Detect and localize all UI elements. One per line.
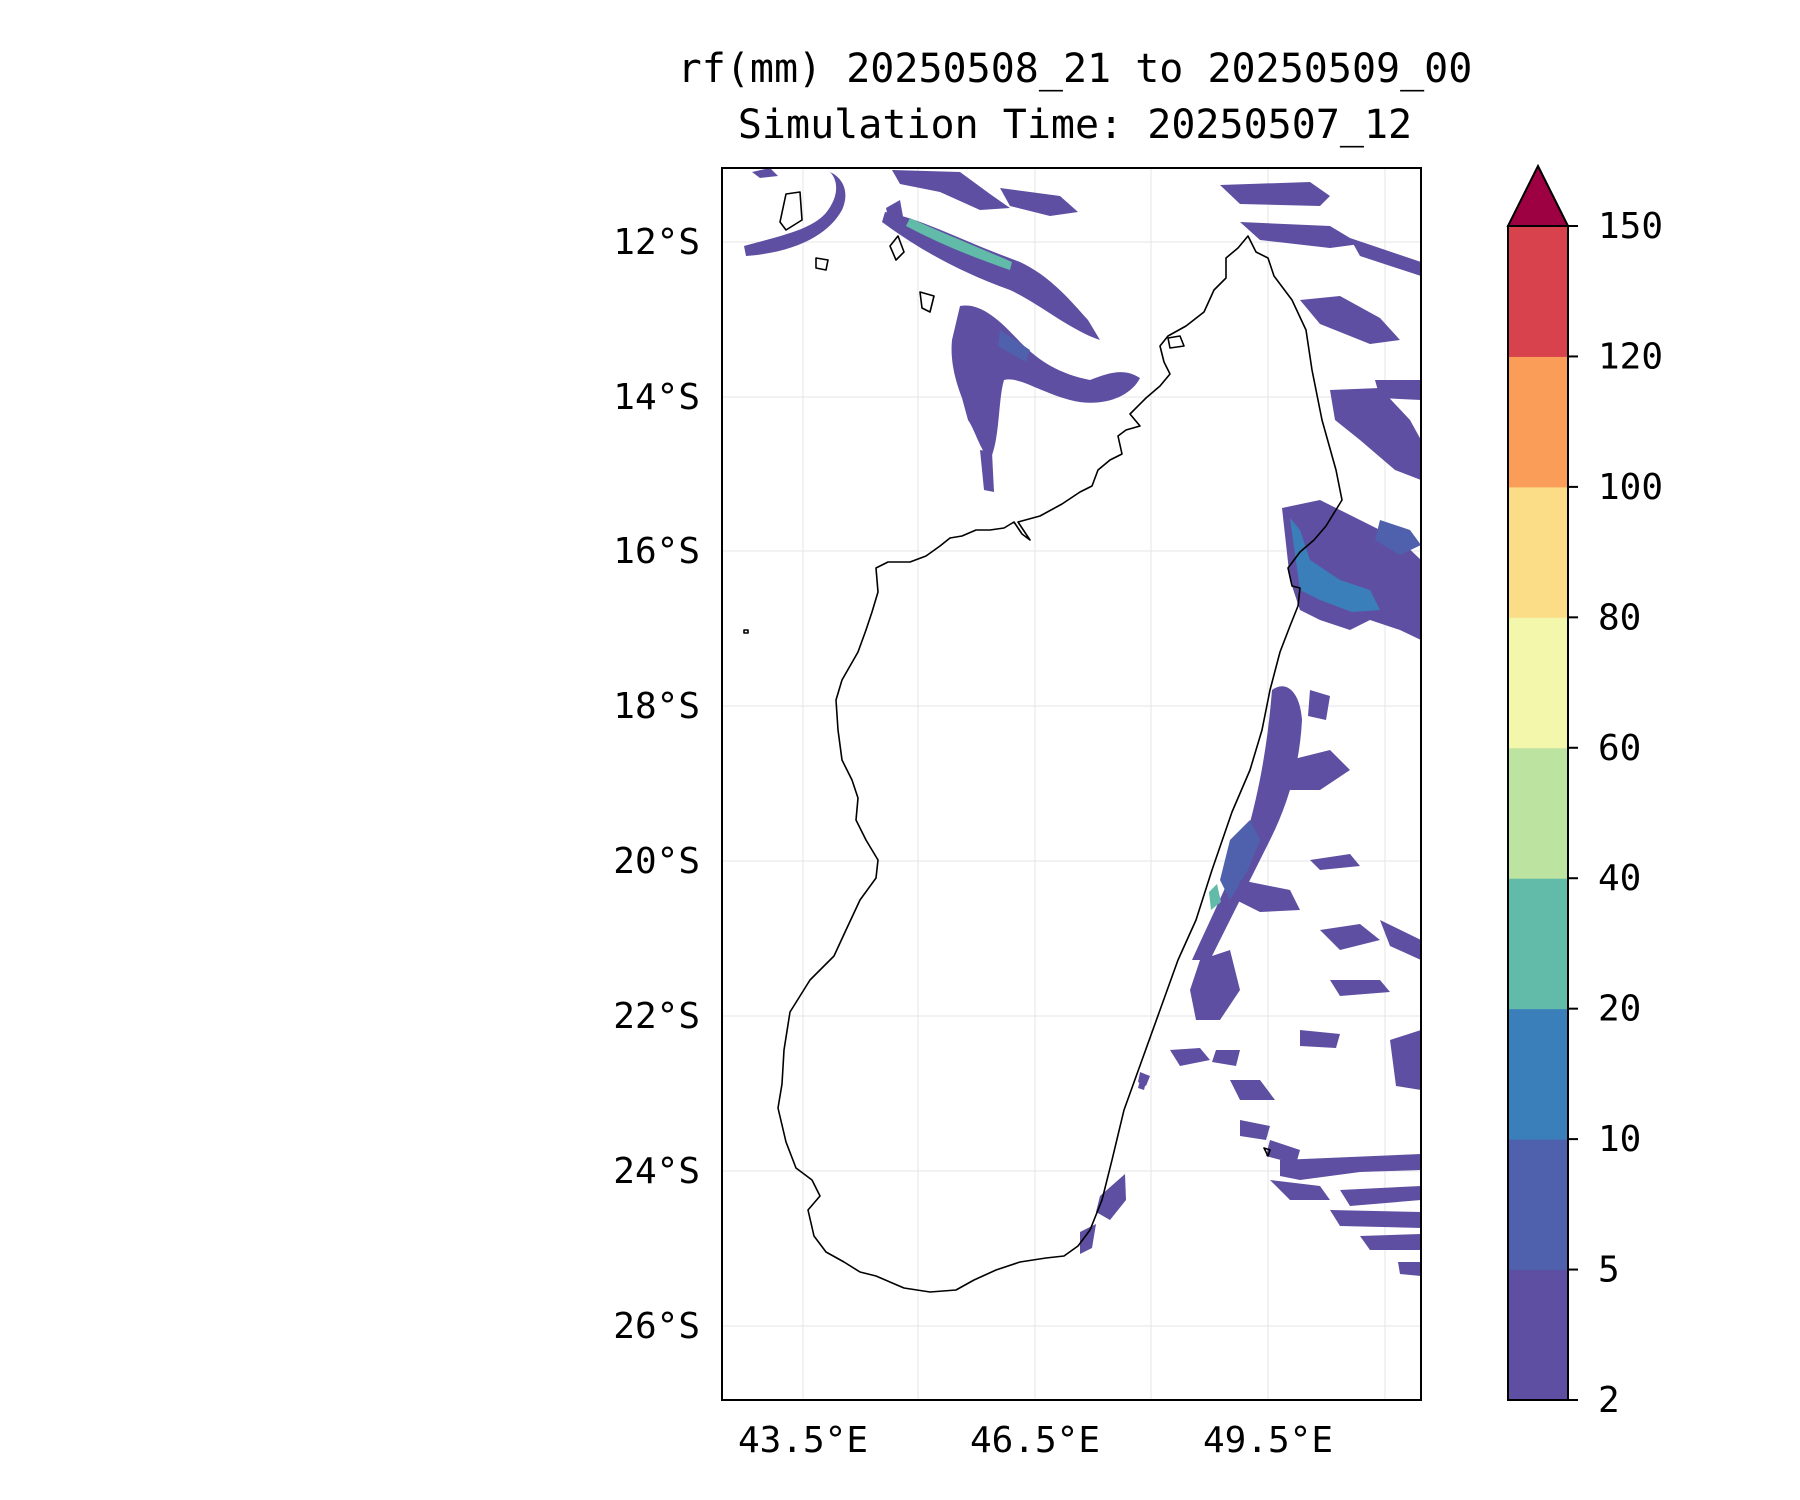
- rain-patch: [1330, 980, 1390, 996]
- rain-patch: [1380, 920, 1421, 960]
- lat-tick-label: 20°S: [613, 841, 700, 882]
- map-frame: [721, 167, 1422, 1401]
- colorbar-bin: [1508, 356, 1568, 488]
- colorbar-tick-label: 2: [1598, 1380, 1620, 1421]
- rain-patch-heavy: [1290, 518, 1380, 612]
- madagascar-coastline: [777, 235, 1343, 1293]
- island-coastline: [1263, 1147, 1271, 1157]
- lat-tick-label: 22°S: [613, 996, 700, 1037]
- rain-patch: [1310, 854, 1360, 870]
- mayotte-coastline: [889, 235, 905, 261]
- colorbar-bin: [1508, 1269, 1568, 1401]
- rain-patch: [1096, 1174, 1126, 1220]
- colorbar-tick-label: 20: [1598, 989, 1641, 1030]
- rain-patch: [1220, 182, 1330, 206]
- rain-patch: [998, 330, 1030, 362]
- island-coastline: [919, 291, 935, 313]
- rain-patch: [1192, 686, 1302, 960]
- lat-tick-label: 26°S: [613, 1306, 700, 1347]
- map-title-line1: rf(mm) 20250508_21 to 20250509_00: [678, 46, 1473, 92]
- rain-patch: [1300, 1030, 1340, 1048]
- colorbar-bin: [1508, 747, 1568, 879]
- rain-patch: [1266, 1140, 1300, 1164]
- rain-patch: [1398, 1262, 1421, 1276]
- rain-patch: [752, 168, 778, 178]
- colorbar-tick-label: 40: [1598, 858, 1641, 899]
- colorbar-bin: [1508, 1008, 1568, 1140]
- coastlines: [743, 191, 1343, 1293]
- comoros-coastline: [815, 257, 829, 271]
- colorbar-tick-label: 100: [1598, 467, 1663, 508]
- rain-patch: [980, 450, 994, 492]
- rain-patch: [1300, 296, 1400, 344]
- rain-patch: [1350, 238, 1421, 276]
- comoros-coastline: [779, 191, 803, 231]
- rain-patch: [744, 172, 846, 256]
- rain-patch: [1290, 750, 1350, 790]
- rain-patch: [1212, 1050, 1240, 1066]
- rain-patch: [1080, 1224, 1096, 1254]
- colorbar-frame: [1507, 225, 1569, 1401]
- rain-patch: [1330, 388, 1421, 480]
- colorbar-bin: [1508, 486, 1568, 618]
- rain-patch-heavy: [1220, 820, 1260, 900]
- lat-tick-label: 12°S: [613, 222, 700, 263]
- map-title-line2: Simulation Time: 20250507_12: [738, 102, 1412, 148]
- colorbar-tick-label: 60: [1598, 728, 1641, 769]
- colorbar-tick-label: 80: [1598, 597, 1641, 638]
- longitude-labels: 43.5°E 46.5°E 49.5°E: [738, 1420, 1333, 1461]
- lon-tick-label: 46.5°E: [970, 1420, 1100, 1461]
- rain-patch: [1240, 222, 1360, 248]
- rain-patch: [1375, 520, 1421, 555]
- colorbar: 2 5 10 20 40 60 80 100 120 150: [1506, 163, 1663, 1421]
- colorbar-extend-arrow: [1506, 163, 1570, 227]
- colorbar-bin: [1508, 617, 1568, 749]
- rain-band: [882, 212, 1100, 340]
- nosy-be-coastline: [1167, 335, 1185, 349]
- rain-band-peak: [906, 218, 1012, 270]
- rain-patch-peak: [1209, 884, 1221, 910]
- rain-patch: [1390, 1030, 1421, 1090]
- rain-patch: [1138, 1080, 1146, 1090]
- rain-patch: [1330, 1210, 1421, 1228]
- lon-tick-label: 43.5°E: [738, 1420, 868, 1461]
- rain-patch: [1375, 380, 1421, 400]
- colorbar-tick-label: 5: [1598, 1250, 1620, 1291]
- lat-tick-label: 24°S: [613, 1151, 700, 1192]
- rain-patch: [1000, 188, 1078, 216]
- lon-tick-label: 49.5°E: [1203, 1420, 1333, 1461]
- colorbar-tick-label: 150: [1598, 206, 1663, 247]
- latitude-labels: 12°S 14°S 16°S 18°S 20°S 22°S 24°S 26°S: [613, 222, 700, 1347]
- rain-patch: [1170, 1048, 1210, 1066]
- colorbar-bin: [1508, 226, 1568, 357]
- rain-patch: [1280, 1154, 1421, 1180]
- lat-tick-label: 18°S: [613, 686, 700, 727]
- europa-island: [743, 629, 749, 634]
- colorbar-tick-label: 120: [1598, 336, 1663, 377]
- map-gridlines: [722, 168, 1421, 1400]
- rain-patch: [1360, 1234, 1421, 1250]
- rain-patch: [1320, 924, 1380, 950]
- lat-tick-label: 14°S: [613, 377, 700, 418]
- rain-patch: [1190, 950, 1240, 1020]
- rain-patch: [1340, 1186, 1421, 1206]
- colorbar-bin: [1508, 878, 1568, 1010]
- rainfall-field: [744, 168, 1421, 1276]
- colorbar-tick-label: 10: [1598, 1119, 1641, 1160]
- rain-patch: [1308, 690, 1330, 720]
- rain-patch: [1270, 1180, 1330, 1200]
- rain-patch: [892, 170, 1010, 210]
- colorbar-bin: [1508, 1139, 1568, 1271]
- rain-patch: [1236, 880, 1300, 912]
- rain-patch: [1230, 1080, 1275, 1100]
- rain-patch: [1240, 1120, 1270, 1140]
- map-panel: [721, 167, 1422, 1401]
- lat-tick-label: 16°S: [613, 531, 700, 572]
